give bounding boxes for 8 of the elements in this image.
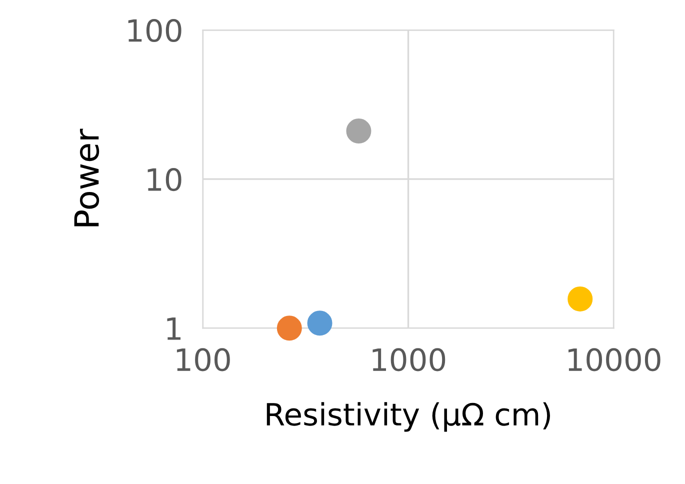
y-axis-title: Power [74, 128, 100, 226]
x-axis-title: Resistivity (μΩ cm) [266, 402, 550, 432]
x-tick-label: 1000 [372, 348, 446, 372]
x-tick-label: 10000 [568, 348, 660, 372]
y-tick-label: 10 [148, 168, 182, 192]
y-tick-label: 100 [128, 18, 182, 42]
x-tick-label: 100 [176, 348, 230, 372]
y-tick-label: 1 [167, 317, 180, 340]
